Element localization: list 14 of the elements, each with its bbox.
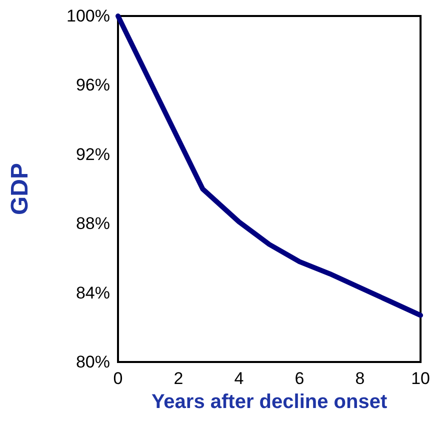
- y-tick-label: 92%: [76, 144, 110, 164]
- x-tick-label: 0: [113, 369, 123, 388]
- x-tick-label: 6: [294, 369, 304, 388]
- x-tick-label: 2: [174, 369, 184, 388]
- y-tick-label: 100%: [66, 6, 110, 26]
- y-tick-label: 88%: [76, 214, 110, 234]
- y-tick-label: 96%: [76, 76, 110, 95]
- x-tick-label: 10: [411, 369, 430, 388]
- y-axis-title: GDP: [6, 162, 34, 216]
- x-tick-label: 4: [234, 369, 244, 388]
- y-tick-label: 84%: [76, 283, 110, 302]
- x-axis-title: Years after decline onset: [151, 391, 388, 413]
- x-tick-label: 8: [355, 369, 365, 388]
- y-tick-label: 80%: [76, 352, 110, 372]
